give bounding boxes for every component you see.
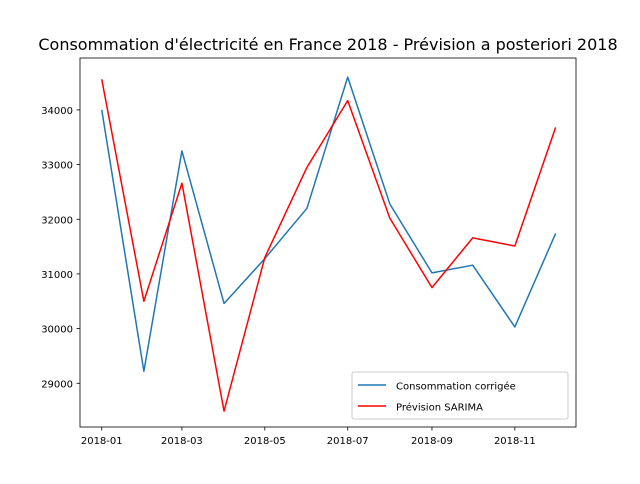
legend: Consommation corrigée Prévision SARIMA — [351, 371, 569, 420]
chart-title: Consommation d'électricité en France 201… — [38, 35, 617, 54]
x-tick-label: 2018-11 — [494, 436, 536, 447]
y-tick-label: 32000 — [41, 215, 73, 226]
y-tick-label: 31000 — [41, 270, 73, 281]
x-tick-label: 2018-09 — [411, 436, 453, 447]
legend-box — [351, 371, 569, 420]
y-tick-label: 34000 — [41, 106, 73, 117]
x-tick-label: 2018-07 — [327, 436, 369, 447]
series-line-1 — [100, 76, 557, 372]
y-tick-label: 33000 — [41, 161, 73, 172]
legend-label-1: Consommation corrigée — [396, 381, 516, 393]
legend-label-2: Prévision SARIMA — [396, 402, 483, 414]
x-tick-label: 2018-03 — [161, 436, 203, 447]
axes-frame — [79, 57, 577, 428]
plot-area: 29000 30000 31000 32000 33000 34000 2018-01 201… — [41, 57, 577, 447]
x-tick-label: 2018-05 — [244, 436, 286, 447]
y-tick-label: 29000 — [41, 379, 73, 390]
series-line-2 — [101, 79, 557, 412]
y-tick-label: 30000 — [41, 325, 73, 336]
x-tick-label: 2018-01 — [81, 436, 123, 447]
